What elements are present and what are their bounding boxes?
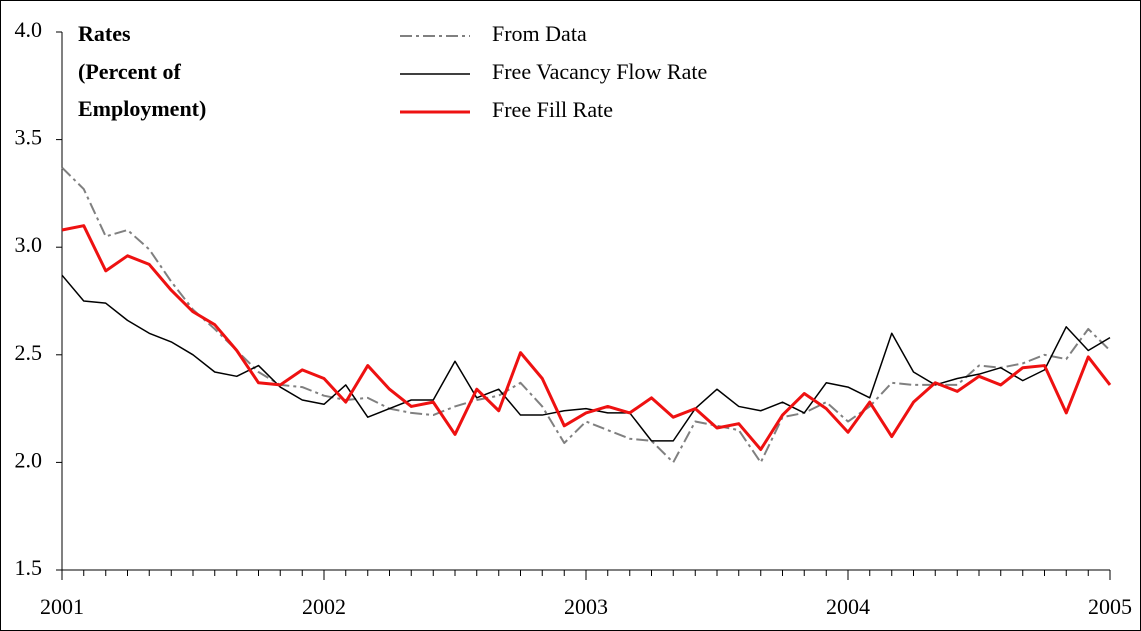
- x-tick-label: 2002: [302, 594, 346, 619]
- legend-label: Free Fill Rate: [492, 97, 613, 122]
- chart-title: Rates: [78, 21, 131, 46]
- x-tick-label: 2003: [564, 594, 608, 619]
- chart-title: (Percent of: [78, 59, 181, 84]
- series-line: [61, 224, 1112, 451]
- x-tick-label: 2004: [826, 594, 870, 619]
- x-tick-label: 2001: [40, 594, 84, 619]
- series-line: [61, 274, 1111, 442]
- y-tick-label: 1.5: [15, 555, 43, 580]
- y-tick-label: 4.0: [15, 17, 43, 42]
- y-tick-label: 3.0: [15, 232, 43, 257]
- chart-title: Employment): [78, 96, 206, 121]
- y-tick-label: 3.5: [15, 125, 43, 150]
- legend-label: Free Vacancy Flow Rate: [492, 59, 707, 84]
- y-tick-label: 2.0: [15, 447, 43, 472]
- y-tick-label: 2.5: [15, 340, 43, 365]
- x-tick-label: 2005: [1088, 594, 1132, 619]
- legend-label: From Data: [492, 21, 587, 46]
